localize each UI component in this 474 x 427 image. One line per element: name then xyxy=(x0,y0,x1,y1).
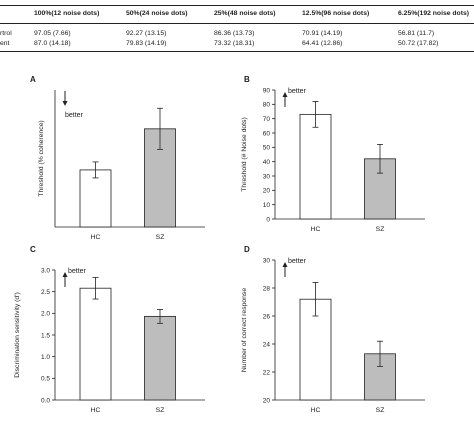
x-tick-label: HC xyxy=(311,407,321,414)
y-tick-label: 60 xyxy=(263,130,271,137)
y-axis-label: Number of correct response xyxy=(241,288,248,372)
y-tick-label: 0 xyxy=(266,216,270,223)
better-label: better xyxy=(68,268,87,275)
table-cell: 79.83 (14.19) xyxy=(126,40,167,47)
better-arrow-head-icon xyxy=(62,272,68,277)
bar-hc xyxy=(79,287,112,401)
table-header-12-5: 12.5%(96 noise dots) xyxy=(302,10,370,17)
x-tick-label: SZ xyxy=(156,234,165,241)
better-arrow-head-icon xyxy=(282,92,288,97)
data-table: 100%(12 noise dots) 50%(24 noise dots) 2… xyxy=(0,0,474,52)
table-cell: 56.81 (11.7) xyxy=(398,30,435,37)
table-cell: 50.72 (17.82) xyxy=(398,40,439,47)
y-tick-label: 24 xyxy=(263,341,271,348)
y-tick-label: 22 xyxy=(263,369,271,376)
y-tick-label: 0.0 xyxy=(41,397,50,404)
better-label: better xyxy=(288,88,307,95)
table-cell: 70.91 (14.19) xyxy=(302,30,343,37)
table-cell: 87.0 (14.18) xyxy=(34,40,71,47)
better-label: better xyxy=(65,112,84,119)
x-tick-label: SZ xyxy=(376,226,385,233)
bar-sz xyxy=(144,315,176,401)
y-tick-label: 0.5 xyxy=(41,376,50,383)
table-bottom-rule xyxy=(0,51,474,52)
table-header-25: 25%(48 noise dots) xyxy=(214,10,276,17)
better-arrow-head-icon xyxy=(62,101,68,106)
y-tick-label: 30 xyxy=(263,173,271,180)
y-tick-label: 3.0 xyxy=(41,267,50,274)
table-row-label-patient: ent xyxy=(0,40,10,47)
y-axis-label: Threshold (% coherence) xyxy=(38,120,45,196)
y-tick-label: 10 xyxy=(263,202,271,209)
table-header-rule xyxy=(0,23,474,24)
table-header-6-25: 6.25%(192 noise dots) xyxy=(398,10,470,17)
y-tick-label: 20 xyxy=(263,188,271,195)
table-cell: 73.32 (18.31) xyxy=(214,40,255,47)
y-tick-label: 30 xyxy=(263,257,271,264)
table-cell: 97.05 (7.66) xyxy=(34,30,71,37)
table-cell: 92.27 (13.15) xyxy=(126,30,167,37)
y-tick-label: 2.0 xyxy=(41,311,50,318)
x-tick-label: HC xyxy=(311,226,321,233)
y-tick-label: 2.5 xyxy=(41,289,50,296)
table-row-label-control: rtrol xyxy=(0,30,12,37)
x-tick-label: SZ xyxy=(376,407,385,414)
y-tick-label: 40 xyxy=(263,159,271,166)
y-tick-label: 26 xyxy=(263,313,271,320)
bar-hc xyxy=(299,113,332,220)
y-tick-label: 1.5 xyxy=(41,332,50,339)
table-header-100: 100%(12 noise dots) xyxy=(34,10,100,17)
y-tick-label: 28 xyxy=(263,285,271,292)
y-tick-label: 1.0 xyxy=(41,354,50,361)
y-tick-label: 90 xyxy=(263,87,271,94)
panel-label: A xyxy=(30,75,36,84)
x-tick-label: SZ xyxy=(156,407,165,414)
y-tick-label: 80 xyxy=(263,102,271,109)
y-tick-label: 70 xyxy=(263,116,271,123)
table-header-50: 50%(24 noise dots) xyxy=(126,10,188,17)
better-label: better xyxy=(288,258,307,265)
x-tick-label: HC xyxy=(91,407,101,414)
y-tick-label: 50 xyxy=(263,145,271,152)
better-arrow-head-icon xyxy=(282,262,288,267)
table-top-rule xyxy=(0,5,474,6)
panel-label: B xyxy=(244,75,250,84)
bar-hc xyxy=(79,169,112,228)
table-cell: 64.41 (12.86) xyxy=(302,40,343,47)
x-tick-label: HC xyxy=(91,234,101,241)
y-axis-label: Discrimination sensitivity (d') xyxy=(14,292,21,378)
panel-label: C xyxy=(30,245,36,254)
table-cell: 86.36 (13.73) xyxy=(214,30,255,37)
panel-label: D xyxy=(244,245,250,254)
y-axis-label: Threshold (# Noise dots) xyxy=(241,117,248,191)
y-tick-label: 20 xyxy=(263,397,271,404)
